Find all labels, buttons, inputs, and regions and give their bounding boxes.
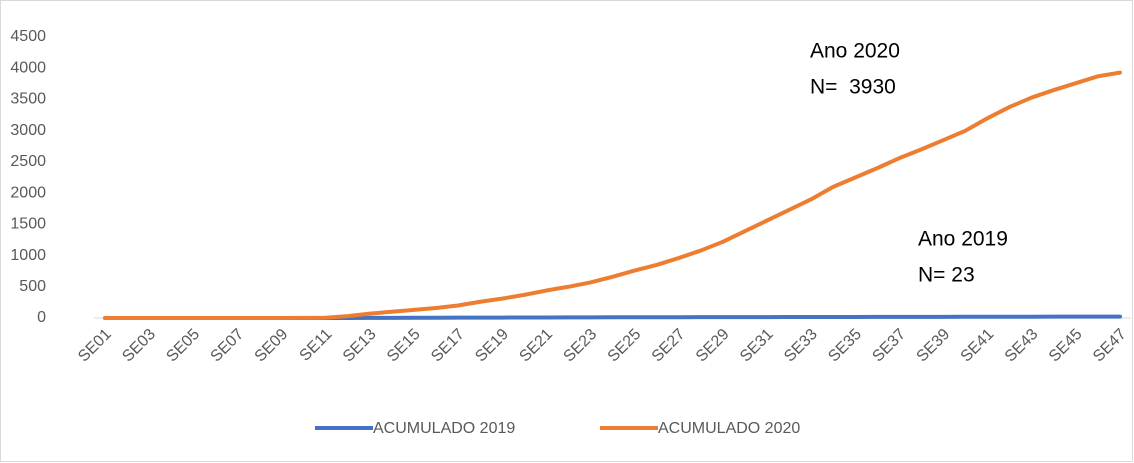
legend-label: ACUMULADO 2020 [658,420,800,437]
annotation: Ano 2019 [918,228,1008,251]
y-tick-label: 3000 [10,122,46,139]
y-tick-label: 1000 [10,247,46,264]
y-tick-label: 4500 [10,28,46,45]
legend-label: ACUMULADO 2019 [373,420,515,437]
annotation: N= 3930 [810,76,896,99]
series-line [103,70,1122,320]
y-tick-label: 500 [19,278,46,295]
annotation: Ano 2020 [810,40,900,63]
y-tick-label: 0 [37,309,46,326]
y-tick-label: 2500 [10,153,46,170]
y-tick-label: 2000 [10,184,46,201]
y-tick-label: 3500 [10,91,46,108]
y-tick-label: 4000 [10,59,46,76]
annotation: N= 23 [918,264,975,287]
y-tick-label: 1500 [10,216,46,233]
